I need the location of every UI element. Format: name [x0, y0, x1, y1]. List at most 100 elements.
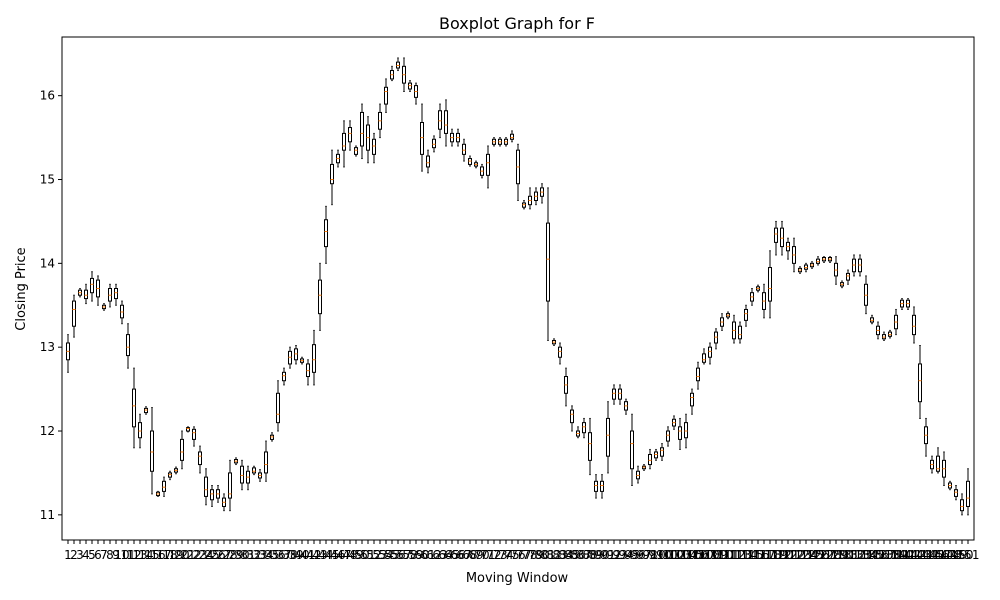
chart-title: Boxplot Graph for F — [439, 14, 595, 33]
x-tick-label: 70 — [474, 548, 489, 562]
x-tick-label: 42 — [306, 548, 321, 562]
x-tick-label: 4 — [82, 548, 90, 562]
box-window-93 — [618, 384, 622, 405]
box-iqr — [594, 480, 598, 492]
box-window-120 — [780, 220, 784, 256]
box-window-128 — [828, 256, 832, 264]
x-axis: 1234567891011121314151617181920212223242… — [64, 540, 979, 562]
x-tick-label: 83 — [552, 548, 567, 562]
box-iqr — [150, 430, 154, 472]
box-iqr — [354, 147, 358, 155]
box-window-33 — [258, 469, 262, 482]
x-tick-label: 60 — [414, 548, 429, 562]
boxes-layer — [66, 57, 970, 516]
x-tick-label: 102 — [663, 548, 686, 562]
x-tick-label: 12 — [126, 548, 141, 562]
x-tick-label: 2 — [70, 548, 78, 562]
x-tick-label: 110 — [711, 548, 734, 562]
x-tick-label: 78 — [522, 548, 537, 562]
box-iqr — [426, 155, 430, 168]
box-window-3 — [78, 288, 82, 298]
box-iqr — [954, 489, 958, 497]
x-tick-label: 140 — [891, 548, 914, 562]
x-tick-label: 149 — [945, 548, 968, 562]
box-window-115 — [750, 288, 754, 306]
box-iqr — [192, 428, 196, 440]
x-tick-label: 51 — [360, 548, 375, 562]
box-iqr — [444, 110, 448, 134]
box-window-5 — [90, 271, 94, 302]
x-tick-label: 34 — [258, 548, 273, 562]
box-window-26 — [216, 485, 220, 503]
box-window-106 — [696, 361, 700, 390]
x-tick-label: 53 — [372, 548, 387, 562]
box-window-73 — [498, 137, 502, 147]
x-tick-label: 76 — [510, 548, 525, 562]
x-tick-label: 104 — [675, 548, 698, 562]
y-tick-label: 16 — [40, 89, 55, 103]
box-iqr — [486, 153, 490, 176]
box-iqr — [690, 392, 694, 407]
x-tick-label: 108 — [699, 548, 722, 562]
box-iqr — [510, 133, 514, 140]
x-tick-label: 19 — [168, 548, 183, 562]
box-window-96 — [636, 465, 640, 484]
x-tick-label: 125 — [801, 548, 824, 562]
x-tick-label: 72 — [486, 548, 501, 562]
box-window-100 — [660, 443, 664, 461]
x-tick-label: 87 — [576, 548, 591, 562]
box-window-138 — [888, 329, 892, 339]
box-window-142 — [912, 306, 916, 344]
x-tick-label: 5 — [88, 548, 96, 562]
x-tick-label: 52 — [366, 548, 381, 562]
x-tick-label: 118 — [759, 548, 782, 562]
x-tick-label: 90 — [594, 548, 609, 562]
x-tick-label: 142 — [903, 548, 926, 562]
box-window-91 — [606, 401, 610, 474]
box-window-112 — [732, 314, 736, 344]
box-window-54 — [384, 78, 388, 113]
box-iqr — [360, 111, 364, 147]
box-window-107 — [702, 348, 706, 365]
x-tick-label: 134 — [855, 548, 878, 562]
box-window-56 — [396, 57, 400, 72]
box-iqr — [126, 334, 130, 357]
x-tick-label: 25 — [204, 548, 219, 562]
x-tick-label: 41 — [300, 548, 315, 562]
x-tick-label: 7 — [100, 548, 108, 562]
box-iqr — [708, 346, 712, 358]
box-iqr — [666, 430, 670, 442]
x-tick-label: 117 — [753, 548, 776, 562]
x-tick-label: 97 — [636, 548, 651, 562]
box-window-21 — [186, 426, 190, 433]
box-window-109 — [714, 328, 718, 350]
box-window-108 — [708, 342, 712, 365]
box-window-132 — [852, 254, 856, 277]
box-window-102 — [672, 415, 676, 430]
box-iqr — [846, 272, 850, 281]
box-window-98 — [648, 448, 652, 470]
box-window-66 — [456, 128, 460, 147]
box-window-104 — [684, 413, 688, 449]
box-window-43 — [318, 262, 322, 331]
box-iqr — [348, 127, 352, 143]
box-iqr — [312, 344, 316, 373]
box-window-130 — [840, 280, 844, 289]
box-window-80 — [540, 183, 544, 204]
box-window-68 — [468, 155, 472, 167]
box-window-101 — [666, 426, 670, 447]
x-tick-label: 35 — [264, 548, 279, 562]
box-window-28 — [228, 459, 232, 512]
box-window-50 — [360, 103, 364, 160]
y-tick-label: 12 — [40, 424, 55, 438]
y-tick-label: 14 — [40, 256, 55, 270]
box-iqr — [186, 427, 190, 432]
box-window-67 — [462, 138, 466, 162]
x-tick-label: 101 — [657, 548, 680, 562]
box-window-88 — [588, 417, 592, 476]
box-window-111 — [726, 311, 730, 320]
box-window-18 — [168, 470, 172, 481]
box-window-99 — [654, 448, 658, 461]
box-iqr — [384, 86, 388, 105]
